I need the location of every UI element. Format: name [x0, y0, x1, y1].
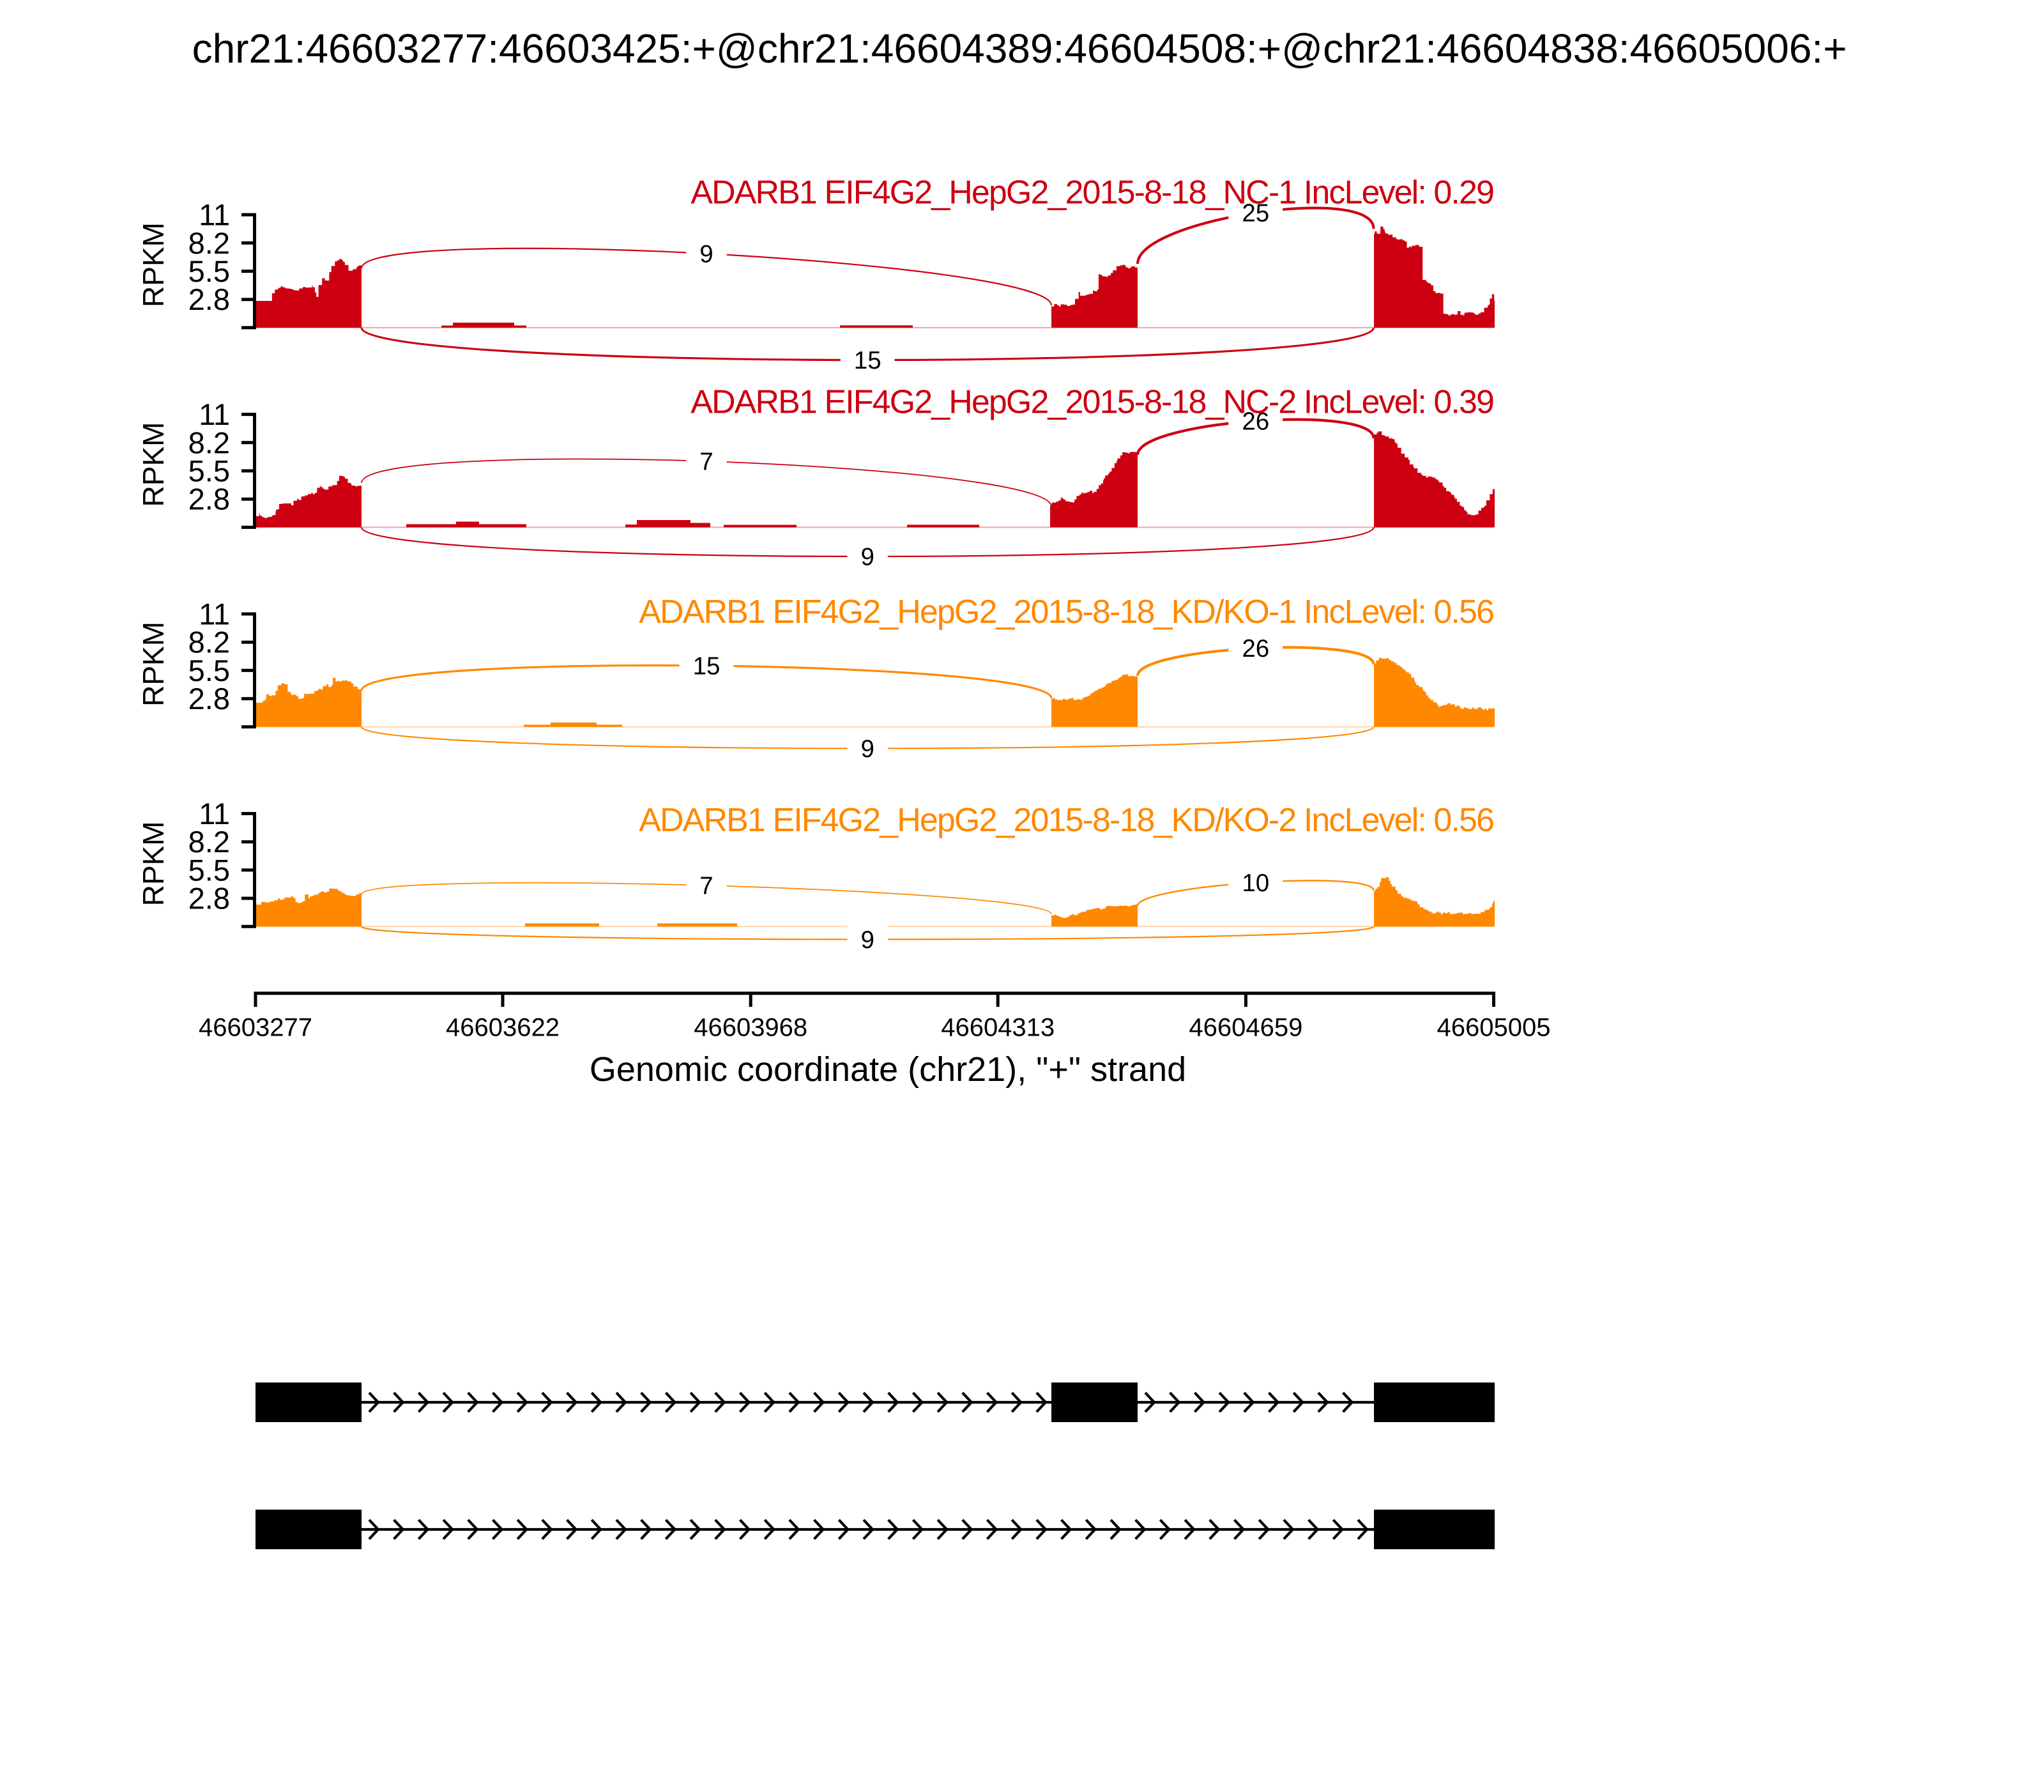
svg-text:7: 7	[699, 873, 713, 900]
svg-text:15: 15	[693, 653, 721, 680]
svg-text:7: 7	[699, 448, 713, 476]
svg-text:5.5: 5.5	[188, 454, 230, 488]
svg-text:9: 9	[699, 241, 713, 268]
svg-text:11: 11	[199, 797, 230, 831]
svg-text:8.2: 8.2	[188, 825, 230, 859]
svg-text:25: 25	[1242, 200, 1269, 227]
svg-text:46604659: 46604659	[1189, 1014, 1302, 1042]
svg-text:46603622: 46603622	[446, 1014, 560, 1042]
svg-text:2.8: 2.8	[188, 282, 230, 316]
svg-text:5.5: 5.5	[188, 654, 230, 687]
svg-text:RPKM: RPKM	[137, 422, 170, 507]
svg-text:46605005: 46605005	[1437, 1014, 1551, 1042]
svg-text:RPKM: RPKM	[137, 222, 170, 307]
svg-text:15: 15	[854, 347, 881, 374]
svg-text:RPKM: RPKM	[137, 821, 170, 906]
svg-text:46603968: 46603968	[694, 1014, 807, 1042]
svg-text:ADARB1 EIF4G2_HepG2_2015-8-18_: ADARB1 EIF4G2_HepG2_2015-8-18_KD/KO-1 In…	[639, 594, 1493, 631]
svg-text:46603277: 46603277	[199, 1014, 312, 1042]
svg-text:ADARB1 EIF4G2_HepG2_2015-8-18_: ADARB1 EIF4G2_HepG2_2015-8-18_NC-2 IncLe…	[690, 383, 1493, 420]
svg-text:2.8: 2.8	[188, 882, 230, 915]
svg-text:11: 11	[199, 198, 230, 232]
svg-text:46604313: 46604313	[941, 1014, 1055, 1042]
svg-text:9: 9	[860, 544, 874, 571]
svg-text:Genomic coordinate (chr21), "+: Genomic coordinate (chr21), "+" strand	[590, 1050, 1186, 1089]
svg-text:10: 10	[1242, 869, 1269, 897]
svg-text:8.2: 8.2	[188, 425, 230, 459]
svg-text:ADARB1 EIF4G2_HepG2_2015-8-18_: ADARB1 EIF4G2_HepG2_2015-8-18_KD/KO-2 In…	[639, 802, 1493, 839]
svg-text:9: 9	[860, 926, 874, 954]
svg-text:9: 9	[860, 735, 874, 763]
svg-text:RPKM: RPKM	[137, 622, 170, 707]
svg-text:26: 26	[1242, 408, 1269, 436]
svg-text:11: 11	[199, 597, 230, 631]
svg-text:ADARB1 EIF4G2_HepG2_2015-8-18_: ADARB1 EIF4G2_HepG2_2015-8-18_NC-1 IncLe…	[690, 174, 1493, 211]
svg-text:8.2: 8.2	[188, 625, 230, 659]
svg-text:11: 11	[199, 397, 230, 431]
svg-text:2.8: 2.8	[188, 482, 230, 516]
svg-text:chr21:46603277:46603425:+@chr2: chr21:46603277:46603425:+@chr21:46604389…	[192, 26, 1847, 72]
svg-text:5.5: 5.5	[188, 853, 230, 887]
svg-text:5.5: 5.5	[188, 254, 230, 288]
svg-text:2.8: 2.8	[188, 682, 230, 716]
svg-text:26: 26	[1242, 635, 1269, 662]
svg-text:8.2: 8.2	[188, 226, 230, 260]
